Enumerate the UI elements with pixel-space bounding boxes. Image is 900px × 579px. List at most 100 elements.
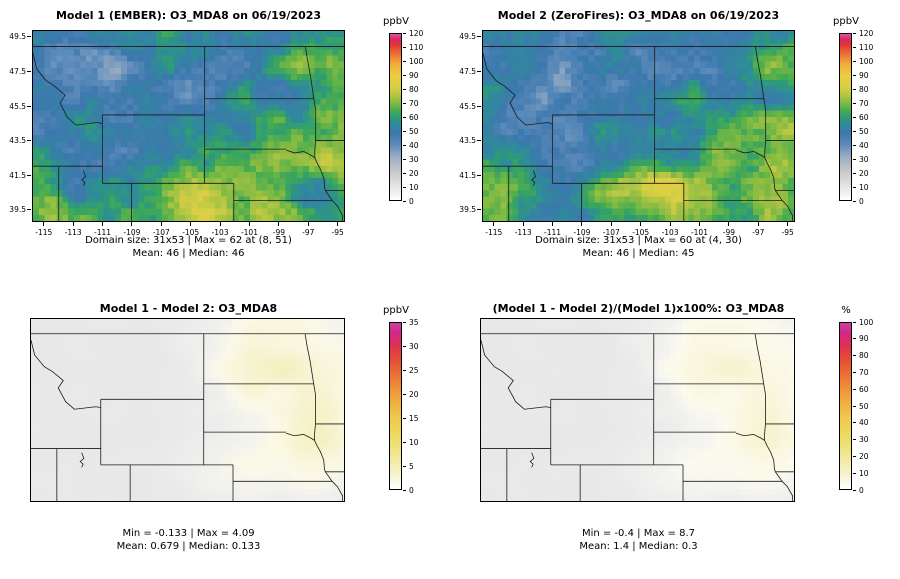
colorbar-tick-mark (853, 355, 856, 357)
state-border-line (31, 340, 101, 410)
colorbar-tick-mark (403, 172, 406, 174)
colorbar-tick-label: 5 (409, 461, 414, 471)
colorbar-tick-label: 10 (409, 182, 419, 192)
colorbar-tick-label: 90 (859, 70, 869, 80)
state-border-line (304, 333, 315, 384)
x-axis-tick-label: -99 (722, 228, 735, 237)
x-axis-tick-label: -95 (331, 228, 344, 237)
y-axis-tick-label: 39.5 (459, 205, 476, 215)
x-axis-tick-mark (307, 222, 309, 226)
ozone-field-canvas (33, 31, 344, 221)
colorbar-tick-mark (403, 130, 406, 132)
stats-line-1: Min = -0.133 | Max = 4.09 (122, 528, 255, 539)
colorbar-tick-label: 0 (859, 485, 864, 495)
stats-line-1: Min = -0.4 | Max = 8.7 (581, 528, 696, 539)
state-border-line (764, 440, 793, 501)
colorbar-tick-mark (853, 144, 856, 146)
colorbar-units-label: ppbV (383, 305, 409, 316)
colorbar (839, 33, 852, 201)
x-axis-tick-mark (337, 222, 339, 226)
state-border-line (735, 432, 765, 441)
x-axis-tick-mark (493, 222, 495, 226)
stats-block: Domain size: 31x53 | Max = 62 at (8, 51)… (12, 234, 365, 260)
x-axis-tick-label: -105 (632, 228, 650, 237)
x-axis-tick-label: -115 (35, 228, 53, 237)
y-axis-tick-label: 47.5 (9, 67, 26, 76)
state-borders-overlay (483, 46, 794, 221)
percent-difference-field-canvas (481, 319, 794, 501)
stats-block: Min = -0.133 | Max = 4.09 Mean: 0.679 | … (12, 527, 365, 553)
colorbar-tick-mark (853, 46, 856, 48)
colorbar-tick-mark (403, 489, 406, 491)
x-axis-tick-label: -109 (123, 228, 141, 237)
x-axis-tick-mark (278, 222, 280, 226)
y-axis-tick-mark (477, 71, 481, 72)
colorbar-tick-label: 80 (859, 84, 869, 94)
x-axis-tick-mark (131, 222, 133, 226)
state-border-line (529, 452, 535, 468)
y-axis-tick-label: 45.5 (9, 101, 26, 111)
colorbar-tick-mark (853, 32, 856, 34)
difference-field-canvas (31, 319, 344, 501)
stats-line-2: Mean: 46 | Median: 45 (582, 248, 695, 259)
y-axis-tick-label: 41.5 (9, 170, 26, 180)
x-axis-tick-label: -111 (94, 228, 112, 237)
x-axis-tick-label: -113 (64, 228, 82, 237)
x-axis-tick-label: -103 (661, 228, 679, 237)
state-border-line (286, 149, 316, 158)
state-border-line (764, 157, 793, 221)
x-axis-tick-label: -107 (152, 228, 170, 237)
state-border-line (483, 53, 553, 126)
colorbar-tick-label: 30 (409, 154, 419, 164)
y-axis-tick-label: 47.5 (459, 67, 476, 76)
colorbar-tick-label: 100 (409, 56, 424, 66)
colorbar-tick-label: 110 (409, 42, 424, 52)
colorbar-tick-label: 40 (859, 140, 869, 150)
x-axis-tick-mark (757, 222, 759, 226)
colorbar-tick-mark (403, 60, 406, 62)
state-border-line (314, 440, 343, 501)
colorbar-tick-label: 100 (859, 56, 874, 66)
stats-line-1: Domain size: 31x53 | Max = 62 at (8, 51) (85, 235, 292, 246)
colorbar-tick-label: 80 (859, 351, 869, 361)
x-axis-tick-mark (640, 222, 642, 226)
map-plot-area (30, 318, 345, 502)
colorbar-tick-label: 120 (859, 28, 874, 38)
panel-title: (Model 1 - Model 2)/(Model 1)x100%: O3_M… (492, 302, 785, 315)
colorbar-tick-mark (403, 88, 406, 90)
colorbar-tick-mark (853, 455, 856, 457)
x-axis-tick-label: -95 (781, 228, 794, 237)
state-borders-overlay (481, 333, 794, 501)
y-axis-tick-mark (27, 36, 31, 38)
y-axis-tick-mark (27, 209, 31, 211)
x-axis-tick-mark (43, 222, 45, 226)
colorbar-tick-label: 110 (859, 42, 874, 52)
colorbar-tick-mark (853, 88, 856, 90)
colorbar-tick-mark (853, 130, 856, 132)
colorbar (389, 322, 402, 490)
colorbar-tick-label: 40 (859, 418, 869, 428)
state-border-line (754, 46, 765, 99)
x-axis-tick-mark (522, 222, 524, 226)
x-axis-tick-mark (728, 222, 730, 226)
colorbar-tick-label: 10 (409, 437, 419, 447)
colorbar-tick-label: 100 (859, 317, 874, 327)
y-axis-tick-mark (477, 105, 481, 107)
x-axis-tick-label: -105 (182, 228, 200, 237)
colorbar-tick-mark (403, 102, 406, 104)
map-plot-area (482, 30, 795, 222)
state-border-line (285, 432, 315, 441)
x-axis-tick-mark (787, 222, 789, 226)
state-border-line (81, 170, 87, 187)
x-axis-tick-label: -109 (573, 228, 591, 237)
colorbar-tick-label: 90 (859, 334, 869, 344)
colorbar-tick-label: 60 (859, 112, 869, 122)
colorbar-tick-label: 0 (409, 485, 414, 495)
colorbar-tick-mark (853, 405, 856, 407)
colorbar-tick-mark (853, 200, 856, 202)
colorbar-tick-mark (853, 116, 856, 118)
colorbar-tick-label: 70 (409, 98, 419, 108)
x-axis-tick-label: -101 (690, 228, 708, 237)
panel-model2-zerofires: Model 2 (ZeroFires): O3_MDA8 on 06/19/20… (450, 0, 900, 290)
colorbar-tick-mark (403, 345, 406, 347)
